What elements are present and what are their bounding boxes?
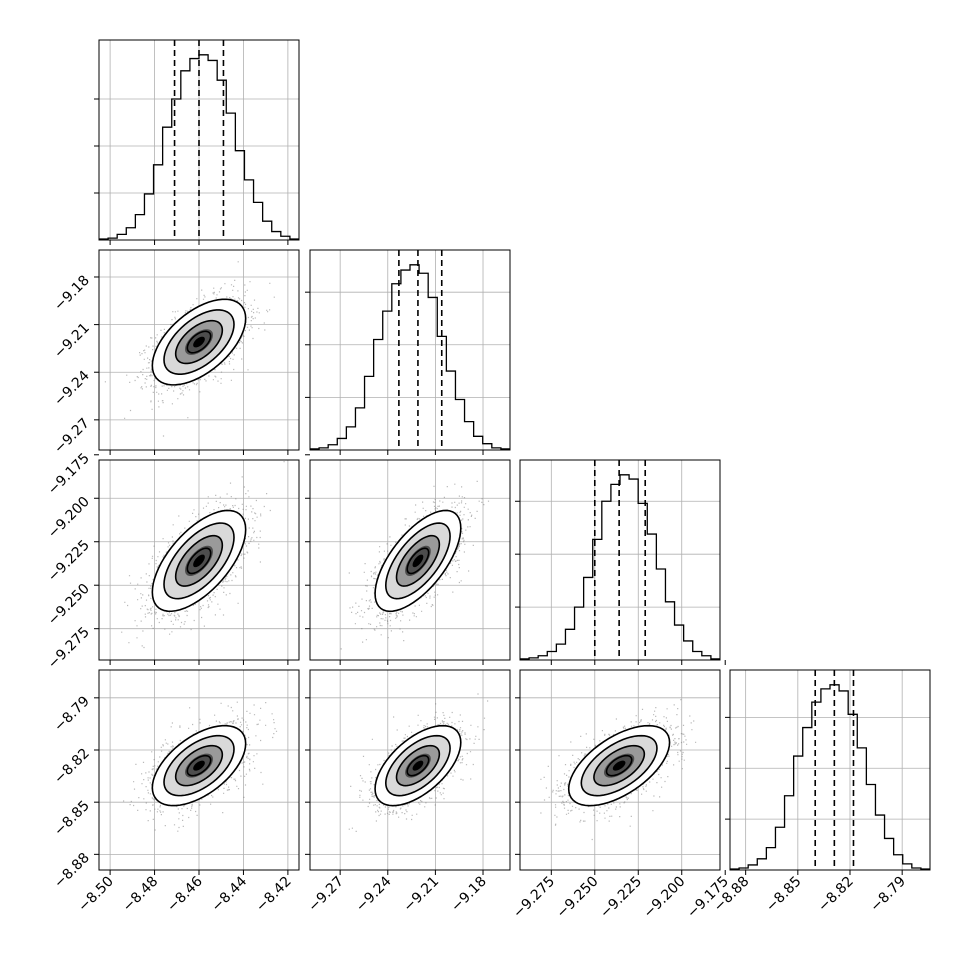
panel-3-2: −9.275−9.250−9.225−9.200−9.175 — [510, 669, 732, 922]
panel-plot-area — [99, 250, 299, 450]
contour-line — [384, 522, 451, 600]
y-tick-label: −8.79 — [51, 693, 93, 735]
panel-frame — [519, 669, 721, 871]
histogram-step — [99, 54, 299, 240]
x-tick-label: −9.225 — [597, 874, 645, 922]
panel-1-1 — [305, 249, 511, 455]
contour-line — [374, 509, 462, 613]
panel-plot-area — [310, 460, 510, 660]
panel-plot-area — [99, 670, 299, 870]
x-tick-label: −9.275 — [510, 874, 558, 922]
y-tick-label: −9.21 — [51, 320, 93, 362]
y-tick-label: −9.175 — [45, 450, 93, 498]
contour-line — [163, 522, 235, 600]
panel-frame — [309, 459, 511, 661]
x-tick-label: −8.79 — [867, 874, 909, 916]
panel-plot-area — [520, 460, 720, 660]
x-tick-label: −9.24 — [353, 873, 395, 915]
panel-frame — [309, 669, 511, 871]
y-tick-label: −9.18 — [51, 272, 93, 314]
contour-line — [406, 754, 430, 777]
x-tick-label: −8.50 — [75, 874, 117, 916]
y-tick-label: −9.225 — [45, 537, 93, 585]
contour-line — [605, 754, 633, 777]
contour-line — [151, 298, 247, 386]
contour-line — [174, 744, 224, 787]
panel-2-2 — [515, 459, 726, 665]
panel-2-0: −9.275−9.250−9.225−9.200−9.175 — [45, 450, 300, 672]
panel-1-0: −9.27 −9.24 −9.21 −9.18 — [51, 249, 300, 457]
panel-0-0 — [94, 39, 300, 245]
y-tick-label: −9.24 — [51, 368, 93, 410]
contour-line — [151, 509, 247, 613]
x-tick-label: −8.82 — [815, 874, 857, 916]
contour-line — [406, 547, 430, 575]
x-tick-label: −9.21 — [401, 874, 443, 916]
x-tick-label: −8.46 — [164, 873, 206, 915]
density-band — [412, 760, 424, 771]
contour-line — [174, 534, 224, 587]
contour-line — [374, 724, 462, 807]
contour-line — [186, 330, 212, 354]
panel-3-0: −8.88 −8.85 −8.82 −8.79 −8.50 −8.48 −8.46 −8.44… — [51, 669, 300, 916]
contour-line — [593, 744, 646, 787]
y-tick-label: −8.85 — [51, 798, 93, 840]
y-tick-label: −9.200 — [45, 494, 93, 542]
panel-frame — [519, 459, 721, 661]
panel-plot-area — [99, 40, 299, 240]
panel-2-1 — [305, 454, 511, 665]
contour-line — [395, 744, 441, 787]
corner-panels: −9.27−9.24−9.21−9.18−9.275−9.250−9.225−9… — [45, 39, 931, 922]
panel-plot-area — [310, 250, 510, 450]
x-tick-label: −8.48 — [120, 874, 162, 916]
panel-3-3: −8.88 −8.85 −8.82 −8.79 — [711, 669, 931, 916]
panel-frame — [98, 249, 300, 451]
histogram-step — [730, 684, 930, 870]
contour-line — [163, 734, 235, 797]
panel-frame — [98, 39, 300, 241]
histogram-step — [310, 264, 510, 450]
y-tick-label: −9.275 — [45, 624, 93, 672]
density-band — [193, 336, 205, 348]
contour-line — [174, 319, 224, 365]
density-band — [193, 760, 205, 771]
panel-frame — [309, 249, 511, 451]
x-tick-label: −9.18 — [448, 874, 490, 916]
histogram-step — [520, 474, 720, 660]
x-tick-label: −9.200 — [641, 874, 689, 922]
x-tick-label: −8.44 — [209, 873, 251, 915]
panel-plot-area — [310, 670, 510, 870]
x-tick-label: −8.85 — [763, 874, 805, 916]
panel-plot-area — [730, 670, 930, 870]
y-tick-label: −8.88 — [51, 850, 93, 892]
contour-line — [163, 309, 235, 375]
y-tick-label: −9.250 — [45, 581, 93, 629]
x-tick-label: −9.27 — [305, 874, 347, 916]
panel-frame — [98, 669, 300, 871]
contour-line — [384, 734, 451, 797]
panel-frame — [98, 459, 300, 661]
contour-line — [580, 734, 658, 797]
x-tick-label: −8.42 — [253, 874, 295, 916]
panel-plot-area — [99, 460, 299, 660]
y-tick-label: −8.82 — [51, 746, 93, 788]
contour-line — [567, 724, 671, 807]
panel-frame — [729, 669, 931, 871]
density-band — [612, 760, 626, 771]
x-tick-label: −9.250 — [554, 874, 602, 922]
density-band — [193, 554, 205, 568]
y-tick-label: −9.27 — [51, 415, 93, 457]
contour-line — [186, 754, 212, 777]
density-band — [412, 554, 424, 568]
panel-plot-area — [520, 670, 720, 870]
contour-line — [186, 547, 212, 575]
contour-line — [151, 724, 247, 807]
contour-line — [395, 534, 441, 587]
panel-3-1: −9.27 −9.24 −9.21 −9.18 — [305, 669, 511, 916]
